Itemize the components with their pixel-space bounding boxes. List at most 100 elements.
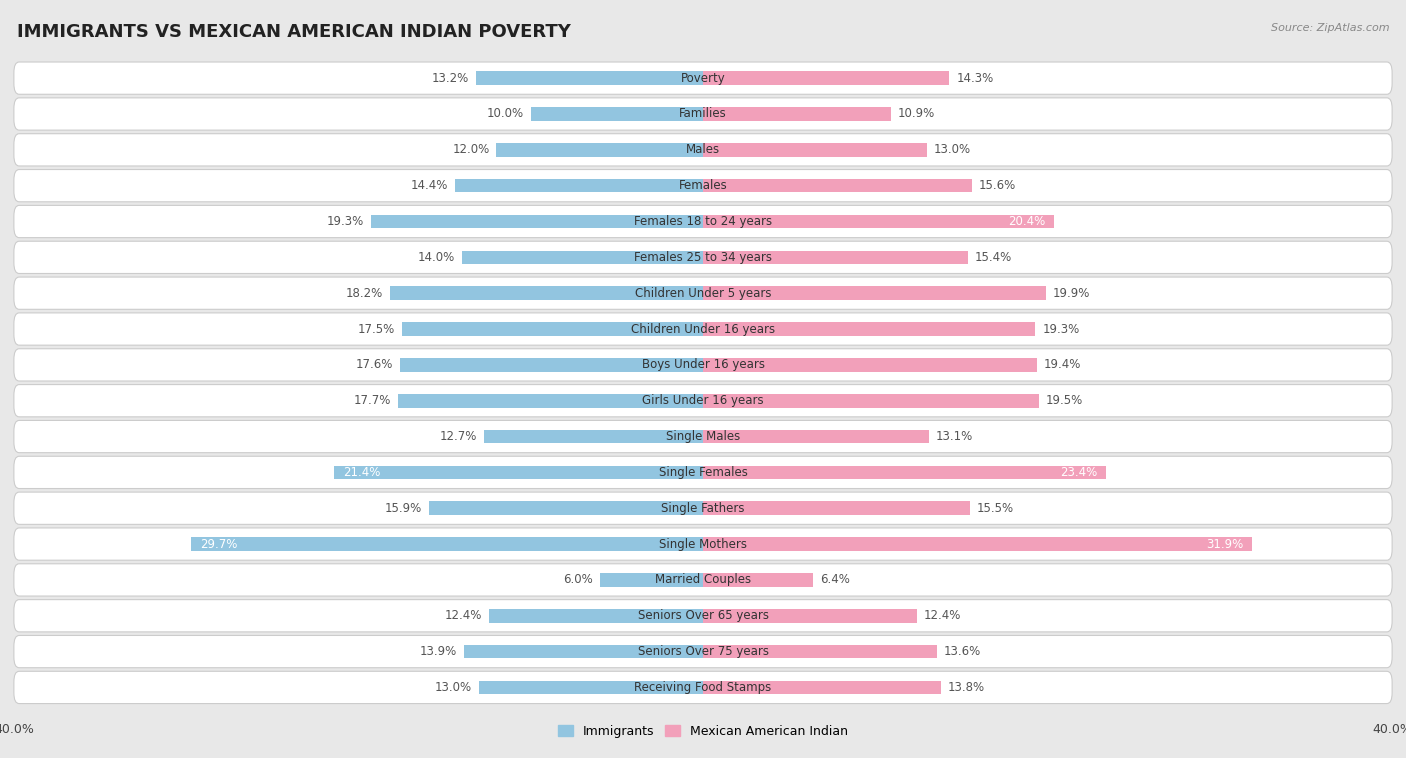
Bar	[703, 143, 927, 157]
Bar	[703, 537, 1253, 551]
Text: Females 25 to 34 years: Females 25 to 34 years	[634, 251, 772, 264]
Bar	[461, 251, 703, 264]
Text: 14.4%: 14.4%	[411, 179, 449, 193]
Text: Seniors Over 75 years: Seniors Over 75 years	[637, 645, 769, 658]
Text: Seniors Over 65 years: Seniors Over 65 years	[637, 609, 769, 622]
Text: 17.5%: 17.5%	[357, 323, 395, 336]
FancyBboxPatch shape	[14, 492, 1392, 525]
Text: 13.1%: 13.1%	[935, 430, 973, 443]
Text: 12.0%: 12.0%	[453, 143, 489, 156]
Text: 13.2%: 13.2%	[432, 72, 468, 85]
FancyBboxPatch shape	[14, 564, 1392, 596]
Text: 17.6%: 17.6%	[356, 359, 392, 371]
Text: Single Fathers: Single Fathers	[661, 502, 745, 515]
Text: 6.4%: 6.4%	[820, 573, 851, 587]
Text: 13.0%: 13.0%	[434, 681, 472, 694]
Text: 10.9%: 10.9%	[897, 108, 935, 121]
Text: Single Males: Single Males	[666, 430, 740, 443]
Text: 19.5%: 19.5%	[1046, 394, 1083, 407]
Bar	[389, 287, 703, 300]
Text: 6.0%: 6.0%	[562, 573, 593, 587]
Bar	[703, 358, 1038, 371]
FancyBboxPatch shape	[14, 241, 1392, 274]
FancyBboxPatch shape	[14, 600, 1392, 632]
Bar	[703, 179, 972, 193]
Text: 12.4%: 12.4%	[924, 609, 960, 622]
Text: Married Couples: Married Couples	[655, 573, 751, 587]
Bar	[703, 71, 949, 85]
Bar	[191, 537, 703, 551]
Bar	[703, 681, 941, 694]
Text: Girls Under 16 years: Girls Under 16 years	[643, 394, 763, 407]
Text: 19.3%: 19.3%	[326, 215, 364, 228]
Text: Females 18 to 24 years: Females 18 to 24 years	[634, 215, 772, 228]
Bar	[496, 143, 703, 157]
Text: 31.9%: 31.9%	[1206, 537, 1244, 550]
Text: 20.4%: 20.4%	[1008, 215, 1046, 228]
Text: 13.8%: 13.8%	[948, 681, 984, 694]
FancyBboxPatch shape	[14, 635, 1392, 668]
Text: Single Mothers: Single Mothers	[659, 537, 747, 550]
Text: Females: Females	[679, 179, 727, 193]
Bar	[703, 609, 917, 622]
Text: 21.4%: 21.4%	[343, 466, 381, 479]
Text: 13.9%: 13.9%	[419, 645, 457, 658]
FancyBboxPatch shape	[14, 62, 1392, 94]
Bar	[402, 322, 703, 336]
Text: 13.6%: 13.6%	[945, 645, 981, 658]
Text: Poverty: Poverty	[681, 72, 725, 85]
Text: IMMIGRANTS VS MEXICAN AMERICAN INDIAN POVERTY: IMMIGRANTS VS MEXICAN AMERICAN INDIAN PO…	[17, 23, 571, 41]
Bar	[703, 465, 1107, 479]
Legend: Immigrants, Mexican American Indian: Immigrants, Mexican American Indian	[553, 719, 853, 743]
Text: Children Under 5 years: Children Under 5 years	[634, 287, 772, 299]
Text: 19.4%: 19.4%	[1045, 359, 1081, 371]
Bar	[703, 251, 969, 264]
Bar	[399, 358, 703, 371]
Bar	[703, 215, 1054, 228]
FancyBboxPatch shape	[14, 421, 1392, 453]
Text: 29.7%: 29.7%	[200, 537, 238, 550]
Text: 13.0%: 13.0%	[934, 143, 972, 156]
Text: Boys Under 16 years: Boys Under 16 years	[641, 359, 765, 371]
Bar	[703, 573, 813, 587]
Bar	[703, 502, 970, 515]
FancyBboxPatch shape	[14, 277, 1392, 309]
Text: Source: ZipAtlas.com: Source: ZipAtlas.com	[1271, 23, 1389, 33]
Bar	[703, 287, 1046, 300]
Bar	[703, 322, 1035, 336]
Bar	[335, 465, 703, 479]
Bar	[429, 502, 703, 515]
Text: 15.6%: 15.6%	[979, 179, 1015, 193]
FancyBboxPatch shape	[14, 170, 1392, 202]
Bar	[489, 609, 703, 622]
Bar	[456, 179, 703, 193]
FancyBboxPatch shape	[14, 456, 1392, 488]
Text: 19.9%: 19.9%	[1053, 287, 1090, 299]
Bar	[531, 107, 703, 121]
Text: 10.0%: 10.0%	[486, 108, 524, 121]
Text: 18.2%: 18.2%	[346, 287, 382, 299]
Bar	[703, 394, 1039, 408]
Bar	[703, 107, 891, 121]
Text: 19.3%: 19.3%	[1042, 323, 1080, 336]
Text: 23.4%: 23.4%	[1060, 466, 1098, 479]
FancyBboxPatch shape	[14, 313, 1392, 345]
FancyBboxPatch shape	[14, 349, 1392, 381]
FancyBboxPatch shape	[14, 384, 1392, 417]
Text: 17.7%: 17.7%	[354, 394, 391, 407]
Bar	[398, 394, 703, 408]
Text: 12.4%: 12.4%	[446, 609, 482, 622]
Bar	[703, 430, 928, 443]
Text: Receiving Food Stamps: Receiving Food Stamps	[634, 681, 772, 694]
Text: 14.3%: 14.3%	[956, 72, 994, 85]
Text: 15.5%: 15.5%	[977, 502, 1014, 515]
Bar	[371, 215, 703, 228]
Text: 15.9%: 15.9%	[385, 502, 422, 515]
Text: Families: Families	[679, 108, 727, 121]
FancyBboxPatch shape	[14, 98, 1392, 130]
Text: 14.0%: 14.0%	[418, 251, 456, 264]
Bar	[599, 573, 703, 587]
FancyBboxPatch shape	[14, 528, 1392, 560]
Bar	[703, 645, 938, 659]
Text: Males: Males	[686, 143, 720, 156]
